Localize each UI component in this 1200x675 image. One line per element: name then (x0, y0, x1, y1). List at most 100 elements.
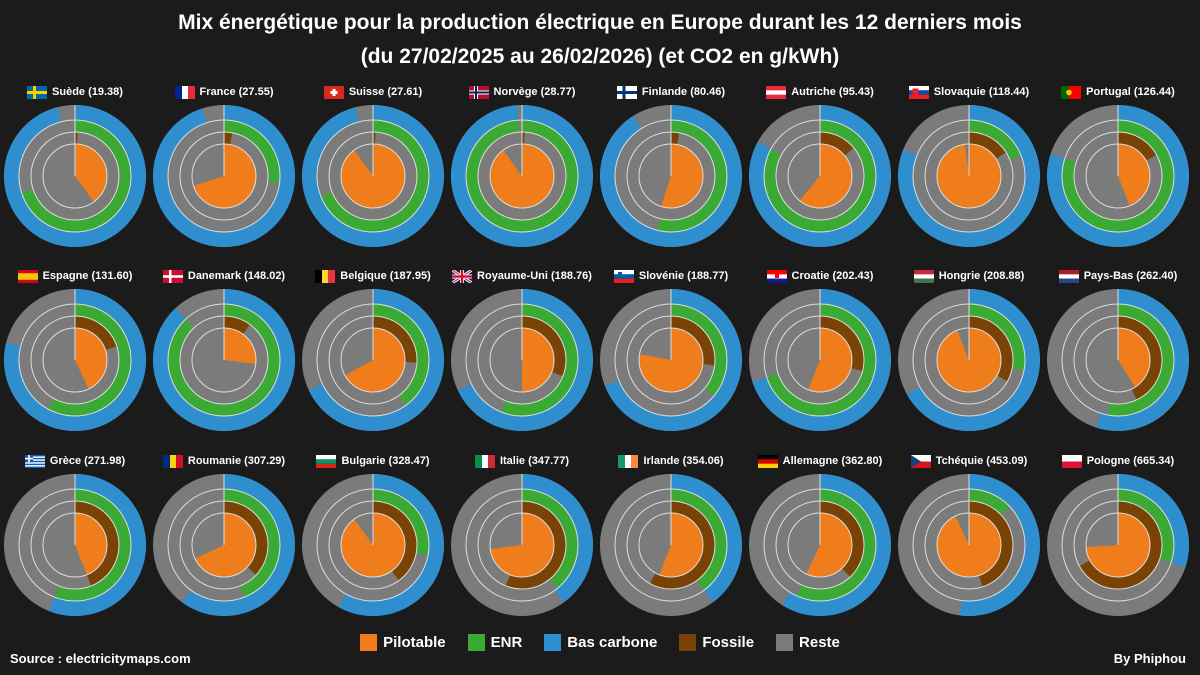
country-chart: Portugal (126.44) (1043, 83, 1193, 263)
ring-segment-enr (224, 120, 280, 184)
country-title: Italie (347.77) (447, 452, 597, 470)
country-label: Autriche (95.43) (791, 86, 874, 98)
country-label: Suède (19.38) (52, 86, 123, 98)
ring-segment-fossile (969, 316, 1013, 382)
country-chart: Roumanie (307.29) (149, 452, 299, 632)
donut-chart (153, 105, 295, 247)
ring-segment-fossile (1118, 316, 1162, 400)
country-chart: France (27.55) (149, 83, 299, 263)
donut-chart (302, 474, 444, 616)
donut-chart (4, 105, 146, 247)
donut-chart (153, 289, 295, 431)
country-label: Slovénie (188.77) (638, 270, 729, 282)
country-label: Bulgarie (328.47) (341, 455, 430, 467)
flag-icon-ro (162, 454, 183, 468)
ring-segment-pilotable (224, 328, 256, 365)
country-chart: Croatie (202.43) (745, 267, 895, 447)
flag-icon-se (27, 85, 48, 99)
country-title: Roumanie (307.29) (149, 452, 299, 470)
country-title: Bulgarie (328.47) (298, 452, 448, 470)
country-label: Espagne (131.60) (42, 270, 133, 282)
ring-segment-fossile (1118, 132, 1157, 161)
ring-segment-fossile (820, 132, 854, 156)
ring-segment-bas-carbone (182, 474, 295, 616)
ring-segment-enr (501, 304, 578, 416)
country-title: Portugal (126.44) (1043, 83, 1193, 101)
flag-icon-si (613, 269, 634, 283)
donut-chart (153, 474, 295, 616)
flag-icon-it (474, 454, 495, 468)
country-title: Royaume-Uni (188.76) (447, 267, 597, 285)
country-label: Royaume-Uni (188.76) (477, 270, 592, 282)
flag-icon-pt (1061, 85, 1082, 99)
flag-icon-at (766, 85, 787, 99)
ring-segment-enr (671, 489, 727, 591)
country-title: France (27.55) (149, 83, 299, 101)
ring-segment-fossile (969, 501, 1013, 587)
ring-segment-bas-carbone (338, 474, 444, 616)
legend-swatch-bas-carbone (544, 634, 562, 651)
ring-segment-fossile (671, 316, 715, 366)
country-title: Hongrie (208.88) (894, 267, 1044, 285)
country-title: Suède (19.38) (0, 83, 150, 101)
donut-chart (451, 474, 593, 616)
flag-icon-pl (1061, 454, 1082, 468)
ring-segment-enr (969, 120, 1022, 160)
legend-item-reste: Reste (776, 634, 840, 651)
flag-icon-bg (316, 454, 337, 468)
country-chart: Grèce (271.98) (0, 452, 150, 632)
ring-segment-enr (373, 489, 429, 556)
ring-segment-bas-carbone (522, 474, 593, 603)
flag-icon-nl (1058, 269, 1079, 283)
country-title: Norvège (28.77) (447, 83, 597, 101)
country-chart: Bulgarie (328.47) (298, 452, 448, 632)
ring-segment-pilotable (661, 144, 703, 208)
flag-icon-ch (323, 85, 344, 99)
legend-label-pilotable: Pilotable (383, 634, 446, 651)
ring-segment-pilotable (344, 328, 405, 392)
legend-item-bas-carbone: Bas carbone (544, 634, 657, 651)
country-label: Grèce (271.98) (49, 455, 126, 467)
donut-chart (451, 105, 593, 247)
ring-segment-enr (522, 489, 578, 589)
flag-icon-cz (910, 454, 931, 468)
ring-segment-enr (671, 304, 727, 396)
country-label: Pologne (665.34) (1086, 455, 1175, 467)
ring-segment-pilotable (75, 144, 107, 202)
ring-segment-pilotable (193, 144, 256, 208)
country-chart: Slovénie (188.77) (596, 267, 746, 447)
country-label: Portugal (126.44) (1086, 86, 1175, 98)
ring-segment-enr (54, 489, 131, 601)
country-label: France (27.55) (199, 86, 274, 98)
ring-segment-pilotable (808, 328, 852, 392)
ring-segment-pilotable (659, 513, 703, 577)
country-title: Belgique (187.95) (298, 267, 448, 285)
country-chart: Tchéquie (453.09) (894, 452, 1044, 632)
ring-segment-pilotable (522, 328, 554, 392)
legend-swatch-pilotable (360, 634, 378, 651)
country-chart: Suède (19.38) (0, 83, 150, 263)
legend-label-fossile: Fossile (702, 634, 755, 651)
country-label: Irlande (354.06) (643, 455, 724, 467)
donut-chart (4, 289, 146, 431)
country-title: Allemagne (362.80) (745, 452, 895, 470)
ring-segment-fossile (75, 132, 78, 145)
ring-segment-enr (1118, 489, 1174, 563)
country-label: Danemark (148.02) (187, 270, 286, 282)
donut-chart (302, 105, 444, 247)
chart-title: Mix énergétique pour la production élect… (178, 11, 1022, 34)
ring-segment-enr (796, 489, 876, 601)
country-title: Croatie (202.43) (745, 267, 895, 285)
flag-icon-gb (452, 269, 473, 283)
country-title: Tchéquie (453.09) (894, 452, 1044, 470)
flag-icon-hu (913, 269, 934, 283)
ring-segment-bas-carbone (48, 474, 146, 616)
flag-icon-hr (766, 269, 787, 283)
ring-segment-enr (657, 120, 727, 232)
ring-segment-fossile (75, 501, 120, 586)
legend-swatch-enr (467, 634, 485, 651)
ring-segment-enr (48, 304, 132, 416)
country-chart: Hongrie (208.88) (894, 267, 1044, 447)
country-chart: Irlande (354.06) (596, 452, 746, 632)
ring-segment-pilotable (75, 513, 107, 575)
